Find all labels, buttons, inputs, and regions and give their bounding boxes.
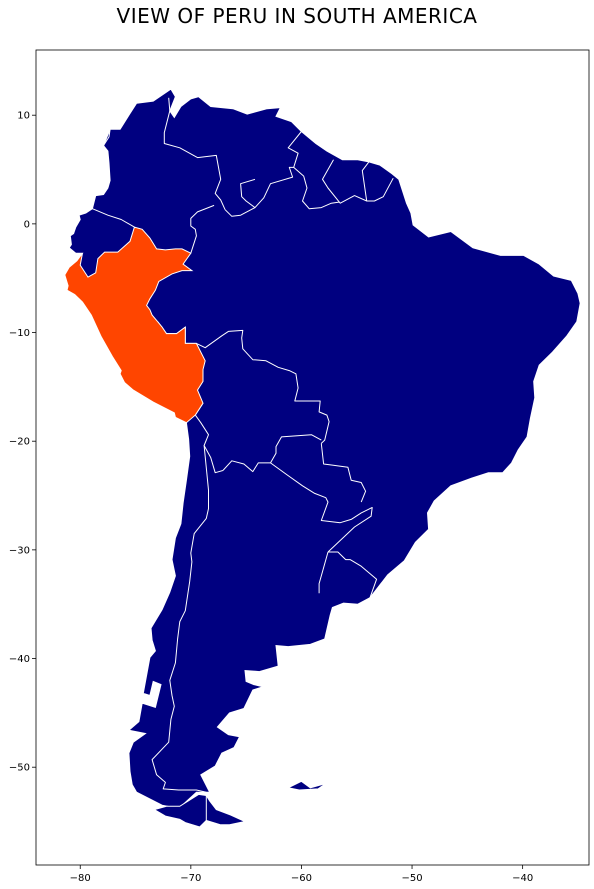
country-border-16	[151, 445, 209, 793]
x-tick-label: −80	[70, 873, 91, 884]
y-tick-label: −50	[9, 763, 30, 774]
country-borders	[92, 97, 394, 821]
axes: −80 −70 −60 −50 −40 10 0 −10 −20 −30 −40 −50	[9, 111, 533, 884]
peru-highlight[interactable]	[64, 226, 206, 424]
country-border-8	[224, 207, 256, 217]
country-border-10	[194, 402, 224, 474]
country-border-7	[366, 177, 394, 202]
country-border-4	[240, 131, 302, 209]
y-tick-label: −30	[9, 545, 30, 556]
tierra-del-fuego	[153, 793, 247, 828]
x-tick-label: −40	[512, 873, 533, 884]
x-tick-label: −50	[401, 873, 422, 884]
highlight-layer	[64, 226, 206, 424]
plot-frame	[35, 49, 590, 866]
y-tick-label: 10	[17, 111, 30, 122]
y-tick-label: −10	[9, 328, 30, 339]
y-tick-label: −20	[9, 437, 30, 448]
country-border-15	[318, 551, 329, 594]
country-border-5	[293, 167, 340, 210]
y-tick-label: −40	[9, 654, 30, 665]
country-border-0	[92, 208, 135, 228]
x-tick-label: −60	[291, 873, 312, 884]
country-border-13	[270, 462, 373, 553]
country-border-12	[320, 443, 367, 503]
country-border-3	[163, 97, 226, 210]
x-tick-label: −70	[180, 873, 201, 884]
falkland-islands	[286, 780, 327, 791]
y-tick-label: 0	[24, 219, 30, 230]
country-border-1	[190, 204, 215, 254]
south-america-landmass	[64, 88, 581, 810]
map-title: VIEW OF PERU IN SOUTH AMERICA	[116, 4, 478, 28]
country-border-14	[328, 551, 378, 598]
country-border-2	[103, 129, 111, 146]
country-border-6	[322, 159, 370, 204]
